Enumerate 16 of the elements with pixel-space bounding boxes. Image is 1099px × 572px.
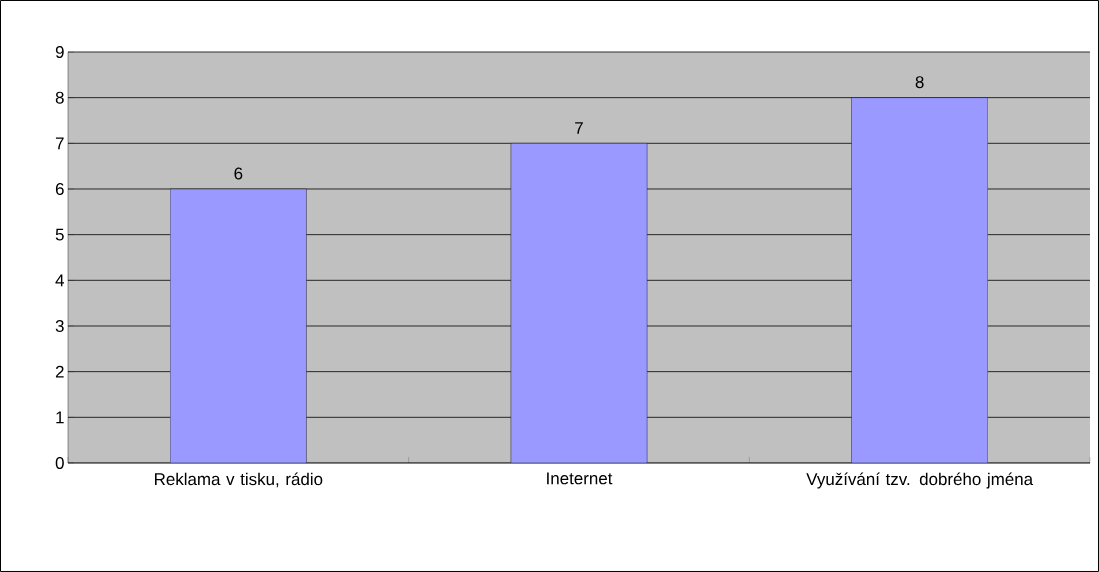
y-tick-label: 0 <box>55 456 64 469</box>
data-label: 6 <box>234 167 243 180</box>
x-tick-label: Ineternet <box>547 472 613 485</box>
y-tick-label: 7 <box>55 137 64 150</box>
y-tick-label: 3 <box>55 319 64 332</box>
data-label: 7 <box>575 122 583 134</box>
y-tick-label: 8 <box>55 91 64 104</box>
y-tick-label: 5 <box>55 228 64 241</box>
y-tick-label: 9 <box>55 45 64 58</box>
y-tick-label: 6 <box>55 182 64 195</box>
x-tick-label: Reklama v tisku, rádio <box>155 472 323 488</box>
data-label: 8 <box>915 76 924 89</box>
y-tick-label: 1 <box>56 411 64 424</box>
x-tick-label: Využívání tzv. dobrého jména <box>806 472 1034 489</box>
y-tick-label: 4 <box>55 274 64 287</box>
y-tick-label: 2 <box>55 365 64 378</box>
